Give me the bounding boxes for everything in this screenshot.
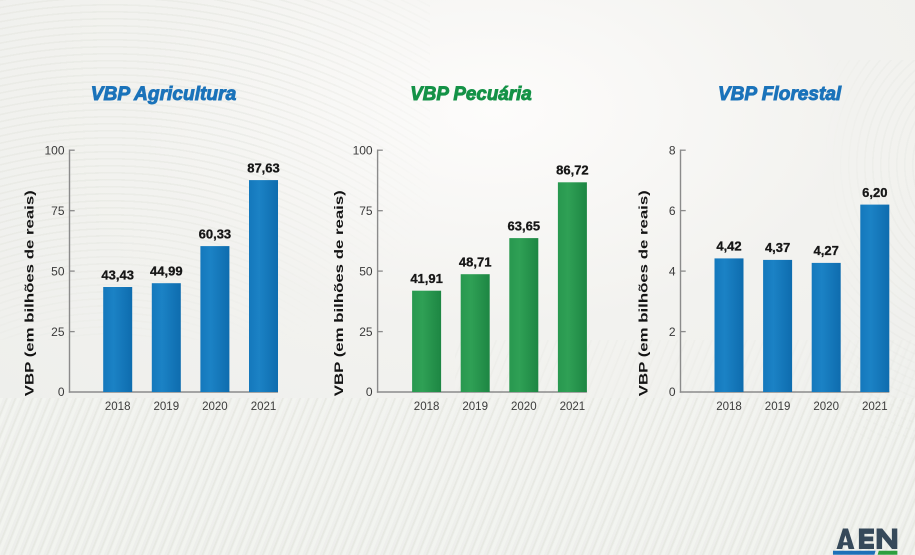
svg-text:75: 75 bbox=[359, 204, 373, 218]
svg-text:VBP (em bilhões de reais): VBP (em bilhões de reais) bbox=[23, 190, 37, 396]
svg-text:2020: 2020 bbox=[202, 399, 228, 413]
svg-text:25: 25 bbox=[51, 325, 65, 339]
svg-text:0: 0 bbox=[669, 385, 676, 399]
svg-text:100: 100 bbox=[44, 143, 64, 157]
svg-text:VBP Agricultura: VBP Agricultura bbox=[91, 84, 237, 105]
svg-text:VBP (em bilhões de reais): VBP (em bilhões de reais) bbox=[637, 190, 651, 396]
svg-text:100: 100 bbox=[353, 143, 373, 157]
svg-text:4,27: 4,27 bbox=[814, 243, 839, 258]
svg-text:60,33: 60,33 bbox=[199, 226, 232, 241]
svg-text:75: 75 bbox=[51, 204, 65, 218]
svg-text:2020: 2020 bbox=[813, 399, 839, 413]
svg-text:VBP (em bilhões de reais): VBP (em bilhões de reais) bbox=[332, 190, 346, 396]
svg-text:2018: 2018 bbox=[414, 399, 440, 413]
svg-text:2019: 2019 bbox=[765, 399, 791, 413]
svg-text:2020: 2020 bbox=[511, 399, 537, 413]
svg-text:6: 6 bbox=[669, 204, 676, 218]
svg-text:2: 2 bbox=[669, 325, 676, 339]
svg-text:2021: 2021 bbox=[862, 399, 888, 413]
svg-text:2019: 2019 bbox=[154, 399, 180, 413]
svg-text:4,42: 4,42 bbox=[716, 239, 741, 254]
svg-text:63,65: 63,65 bbox=[508, 218, 541, 233]
svg-text:0: 0 bbox=[58, 385, 65, 399]
svg-text:4,37: 4,37 bbox=[765, 240, 790, 255]
svg-text:8: 8 bbox=[669, 143, 676, 157]
svg-text:44,99: 44,99 bbox=[150, 264, 183, 279]
svg-text:43,43: 43,43 bbox=[101, 267, 134, 282]
svg-text:2019: 2019 bbox=[462, 399, 488, 413]
svg-text:87,63: 87,63 bbox=[247, 160, 280, 175]
svg-text:2021: 2021 bbox=[560, 399, 586, 413]
svg-text:6,20: 6,20 bbox=[862, 185, 887, 200]
svg-text:2018: 2018 bbox=[105, 399, 131, 413]
svg-text:86,72: 86,72 bbox=[556, 163, 589, 178]
svg-text:2018: 2018 bbox=[716, 399, 742, 413]
svg-text:48,71: 48,71 bbox=[459, 255, 492, 270]
svg-text:4: 4 bbox=[669, 264, 676, 278]
svg-text:VBP Florestal: VBP Florestal bbox=[718, 84, 842, 105]
svg-text:VBP Pecuária: VBP Pecuária bbox=[410, 84, 532, 105]
svg-text:50: 50 bbox=[359, 264, 373, 278]
svg-text:50: 50 bbox=[51, 264, 65, 278]
svg-text:25: 25 bbox=[359, 325, 373, 339]
svg-text:0: 0 bbox=[366, 385, 373, 399]
svg-text:2021: 2021 bbox=[251, 399, 277, 413]
svg-text:41,91: 41,91 bbox=[410, 271, 443, 286]
